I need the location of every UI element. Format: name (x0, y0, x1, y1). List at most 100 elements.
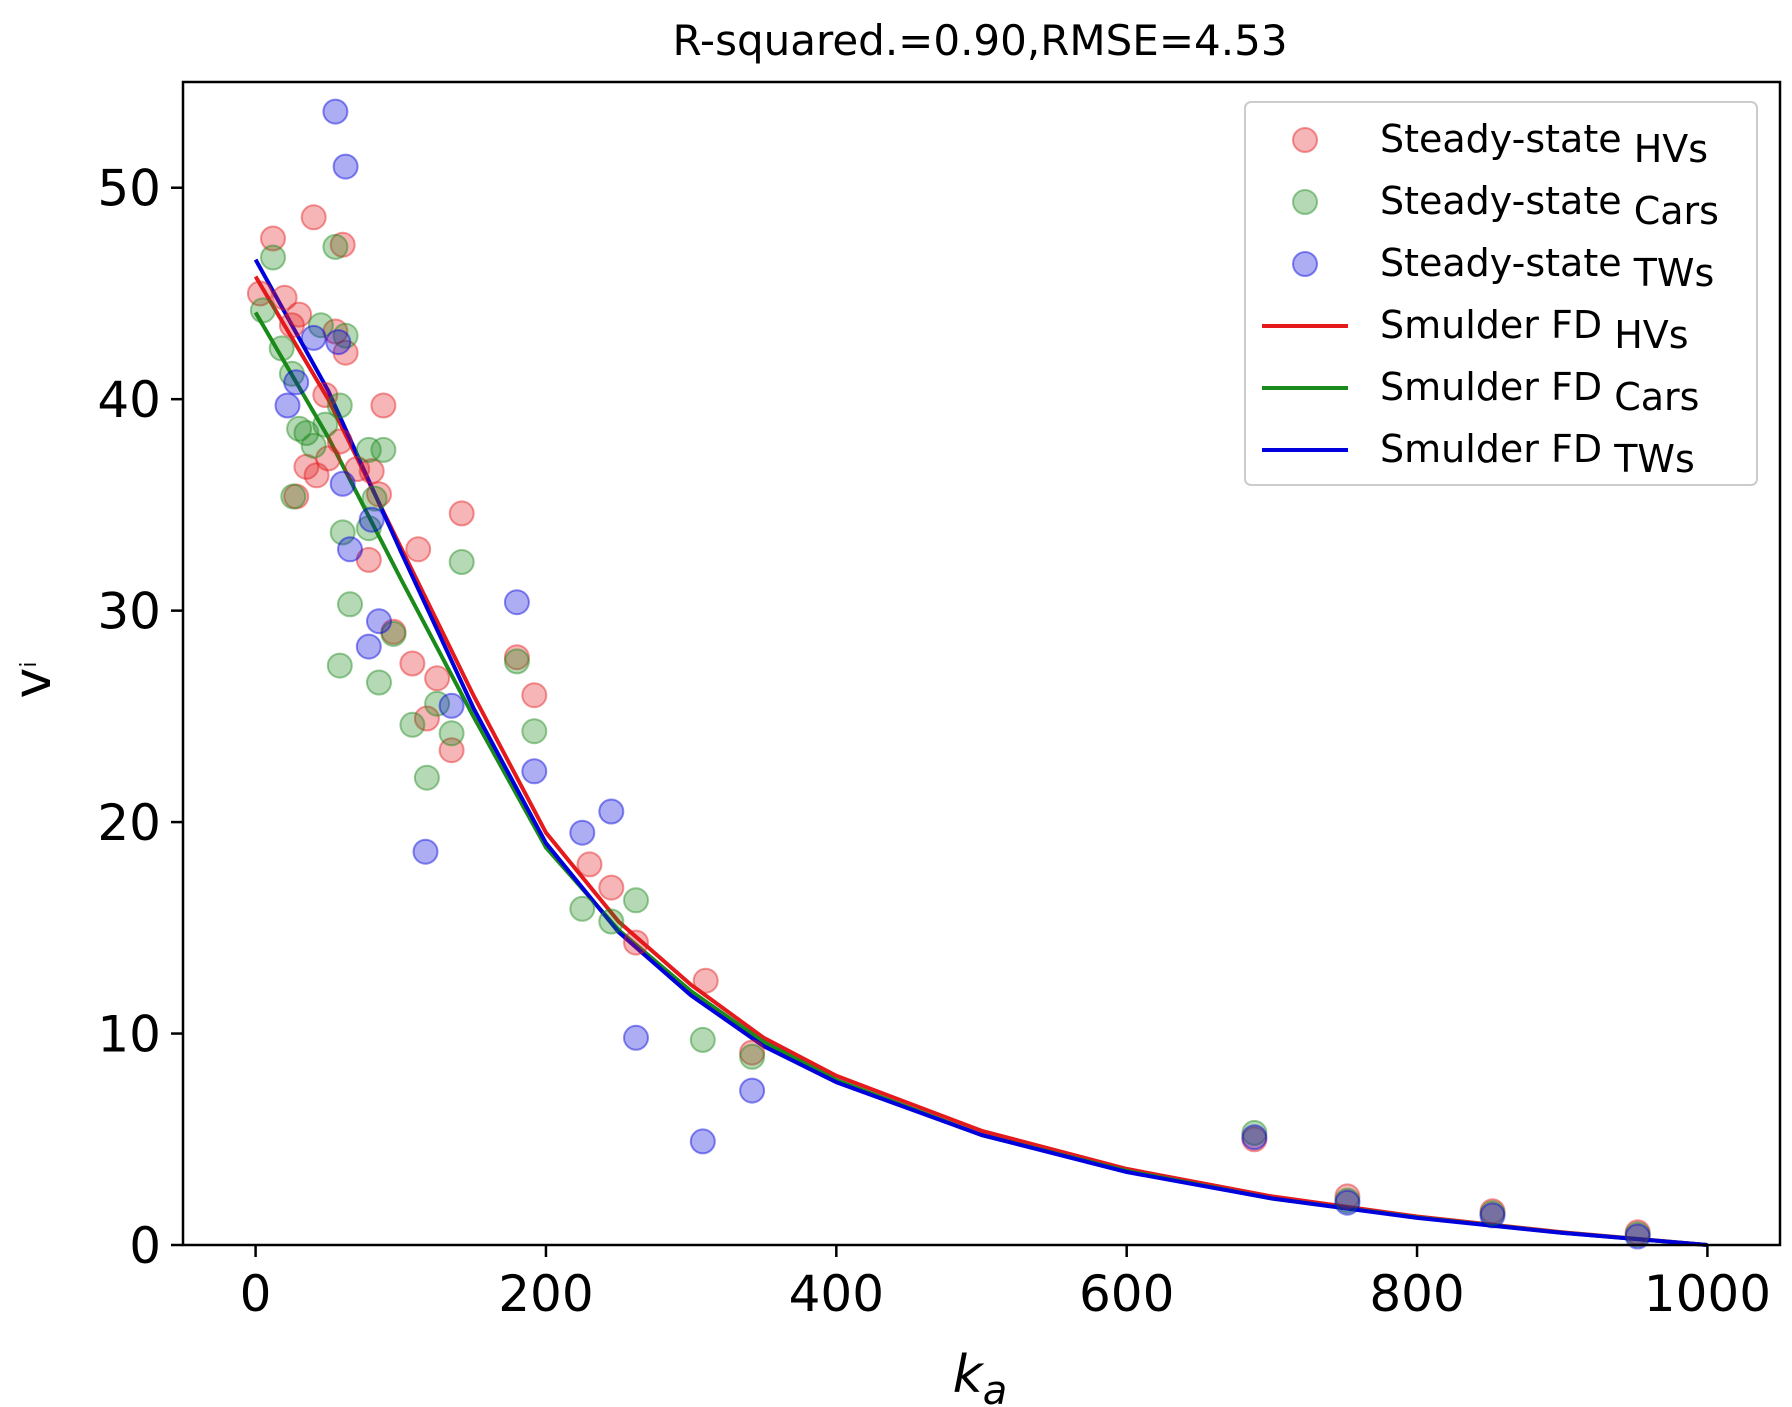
point-hv (413, 705, 440, 732)
point-hv (448, 500, 475, 527)
point-car (280, 483, 307, 510)
point-car (366, 669, 392, 696)
point-hv (312, 382, 339, 408)
plot-frame (181, 80, 1782, 1247)
point-tw (1479, 1202, 1506, 1229)
legend-label: Steady-state Cars (1380, 179, 1719, 233)
point-tw (1241, 1124, 1268, 1151)
legend-label-main: Smulder FD (1380, 365, 1614, 409)
point-car (413, 764, 440, 791)
point-hv (576, 851, 603, 878)
point-hv (424, 665, 451, 692)
point-car (278, 360, 305, 387)
point-tw (322, 98, 349, 125)
x-tick-label: 1000 (1644, 1265, 1771, 1323)
legend-label: Steady-state TWs (1380, 241, 1714, 295)
point-car (312, 411, 339, 438)
point-car (739, 1043, 766, 1070)
point-car (286, 415, 313, 442)
x-tick-label: 800 (1369, 1265, 1464, 1323)
point-hv (322, 318, 349, 345)
y-axis-label: vi (3, 662, 63, 699)
point-hv (380, 618, 407, 645)
point-hv (370, 392, 397, 419)
x-tick-label: 200 (498, 1265, 593, 1323)
x-axis-label-sub: a (983, 1368, 1008, 1407)
y-tick-label: 0 (129, 1217, 161, 1275)
point-car (332, 322, 359, 349)
point-hv (399, 650, 426, 677)
point-tw (366, 608, 392, 635)
point-car (268, 335, 295, 362)
legend-label-sub: HVs (1614, 313, 1688, 357)
point-car (260, 244, 286, 271)
point-hv (300, 204, 327, 231)
point-tw (739, 1077, 766, 1104)
point-car (424, 690, 451, 717)
y-axis-label-base: v (3, 668, 63, 699)
legend-label-sub: Cars (1634, 189, 1719, 233)
point-car (307, 312, 334, 339)
point-tw (438, 692, 465, 719)
point-car (503, 648, 530, 675)
point-car (355, 436, 382, 463)
chart-title: R-squared.=0.90,RMSE=4.53 (672, 16, 1287, 65)
point-car (521, 718, 548, 745)
legend-label-sub: Cars (1614, 375, 1699, 419)
point-hv (366, 481, 392, 508)
point-car (355, 515, 382, 542)
legend-label-sub: TWs (1613, 437, 1695, 481)
point-hv (344, 456, 371, 482)
point-car (322, 233, 349, 260)
point-hv (271, 284, 298, 311)
point-hv (623, 929, 649, 956)
point-car (370, 436, 397, 463)
point-hv (329, 231, 356, 258)
point-tw (358, 506, 385, 533)
point-hv (246, 280, 273, 307)
point-hv (405, 536, 432, 563)
scatter-points (246, 98, 1651, 1250)
legend-marker-tw (1292, 251, 1318, 277)
point-hv (260, 225, 286, 252)
point-hv (283, 483, 310, 510)
x-axis: 0 200 400 600 800 1000 (240, 1245, 1771, 1323)
point-tw (283, 369, 310, 396)
point-car (623, 887, 649, 914)
legend-label-main: Smulder FD (1380, 427, 1614, 471)
point-car (329, 519, 356, 546)
point-hv (1334, 1183, 1361, 1210)
y-tick-label: 50 (97, 160, 161, 218)
point-tw (412, 838, 439, 865)
point-car (1479, 1200, 1506, 1227)
legend-label-main: Steady-state (1380, 117, 1634, 161)
point-hv (326, 428, 353, 455)
legend-label: Steady-state HVs (1380, 117, 1708, 171)
point-car (1241, 1119, 1268, 1146)
point-car (337, 591, 363, 618)
point-tw (1334, 1189, 1361, 1216)
point-hv (521, 682, 548, 709)
point-tw (623, 1024, 649, 1051)
point-hv (598, 874, 625, 901)
point-tw (300, 324, 327, 351)
y-tick-label: 30 (97, 583, 161, 641)
point-car (249, 297, 276, 324)
point-hv (332, 339, 359, 366)
point-car (326, 652, 353, 679)
point-hv (358, 458, 385, 485)
point-tw (521, 758, 548, 785)
point-car (1624, 1221, 1651, 1248)
point-tw (325, 329, 352, 356)
legend-label-sub: HVs (1634, 127, 1708, 171)
point-tw (329, 470, 356, 497)
legend-label-main: Smulder FD (1380, 303, 1614, 347)
point-hv (278, 312, 305, 339)
y-tick-label: 10 (97, 1006, 161, 1064)
point-hv (355, 546, 382, 573)
point-car (380, 620, 407, 647)
legend-label: Smulder FD HVs (1380, 303, 1689, 357)
point-tw (1624, 1223, 1651, 1250)
point-hv (692, 967, 719, 994)
